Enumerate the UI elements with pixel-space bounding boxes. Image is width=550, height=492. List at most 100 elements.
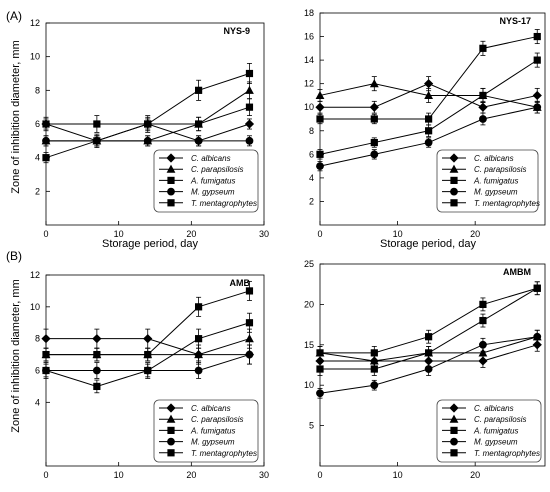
data-point	[532, 90, 542, 101]
data-point	[245, 319, 254, 327]
data-point	[93, 350, 101, 359]
legend-marker	[450, 176, 458, 184]
legend-entry: A. fumigatus	[473, 426, 518, 435]
x-tick-label: 0	[43, 229, 48, 239]
data-point	[425, 333, 433, 341]
legend-frame	[153, 399, 259, 463]
y-tick-label: 8	[35, 334, 40, 344]
data-point	[143, 136, 152, 145]
data-point	[144, 120, 152, 128]
y-tick-label: 2	[309, 196, 314, 206]
y-axis-title-a: Zone of inhibition diameter, mm	[10, 40, 22, 193]
x-tick-label: 30	[259, 470, 269, 480]
y-tick-label: 8	[35, 85, 40, 95]
legend-marker	[166, 403, 176, 413]
series-3	[42, 135, 254, 147]
data-point	[424, 365, 433, 373]
data-point	[369, 102, 379, 112]
data-point	[479, 115, 487, 123]
legend-entry: T. mentagrophytes	[474, 199, 540, 208]
legend-marker	[450, 199, 458, 207]
data-point	[425, 349, 433, 357]
data-point	[92, 334, 102, 344]
data-point	[195, 335, 203, 343]
data-point	[245, 85, 254, 94]
legend-marker	[167, 176, 175, 184]
y-tick-label: 4	[35, 397, 40, 407]
y-tick-label: 16	[304, 32, 314, 42]
data-point	[245, 69, 254, 78]
data-point	[316, 115, 324, 123]
data-point	[478, 102, 488, 112]
legend-marker	[449, 414, 459, 423]
data-point	[533, 284, 541, 292]
legend-entry: C. albicans	[474, 404, 514, 413]
series-4	[316, 29, 541, 126]
x-tick-label: 0	[43, 470, 48, 480]
legend: C. albicans C. parapsilosis A. fumigatus M.…	[436, 399, 542, 463]
data-point	[194, 349, 203, 359]
data-point	[479, 300, 487, 308]
legend-entry: A. fumigatus	[190, 176, 235, 185]
y-tick-label: 6	[309, 149, 314, 159]
legend-entry: C. albicans	[474, 154, 514, 163]
x-tick-label: 0	[317, 470, 322, 480]
legend-marker	[450, 449, 458, 457]
data-point	[315, 356, 325, 366]
chart-nys-17: 2 4 6 8 10 12 14 16 18 0 10 20 NYS-17 C. albicans C. p…	[304, 8, 546, 239]
data-point	[532, 340, 542, 350]
legend-entry: M. gypseum	[191, 438, 235, 447]
y-tick-label: 20	[304, 299, 314, 309]
legend-entry: M. gypseum	[191, 188, 235, 197]
legend-entry: C. parapsilosis	[191, 165, 243, 174]
data-point	[245, 136, 254, 145]
y-tick-label: 10	[30, 302, 40, 312]
x-tick-label: 30	[259, 229, 269, 239]
y-tick-label: 12	[30, 18, 40, 28]
data-point	[195, 303, 203, 311]
legend-marker	[450, 426, 458, 434]
panel-label-b: (B)	[6, 249, 22, 263]
data-point	[479, 44, 487, 52]
legend-entry: C. albicans	[191, 154, 231, 163]
y-tick-label: 12	[304, 79, 314, 89]
legend: C. albicans C. parapsilosis A. fumigatus M.…	[153, 399, 259, 463]
legend-frame	[436, 399, 542, 463]
legend-marker	[167, 187, 175, 196]
data-point	[479, 91, 487, 100]
legend: C. albicans C. parapsilosis A. fumigatus M.…	[436, 149, 540, 213]
legend-marker	[166, 153, 176, 163]
chart-title: AMBM	[503, 267, 531, 277]
data-point	[424, 138, 433, 147]
legend-marker	[167, 199, 175, 207]
legend-entry: C. parapsilosis	[191, 415, 243, 424]
legend-entry: C. parapsilosis	[474, 415, 526, 424]
legend-entry: M. gypseum	[474, 438, 518, 447]
y-tick-label: 10	[304, 380, 314, 390]
data-point	[315, 90, 325, 100]
data-point	[316, 150, 324, 158]
legend-marker	[450, 187, 458, 196]
data-point	[479, 340, 487, 349]
data-point	[533, 32, 541, 41]
data-point	[424, 356, 434, 366]
x-tick-label: 10	[114, 470, 124, 480]
data-point	[42, 366, 50, 375]
chart-amb: 4 6 8 10 12 0 10 20 30 AMB C. albicans C. parapsilo…	[30, 270, 269, 480]
data-point	[370, 138, 378, 147]
legend-marker	[449, 403, 459, 413]
data-point	[533, 332, 542, 341]
legend-marker	[450, 437, 458, 446]
x-axis-title-a-right: Storage period, day	[380, 238, 477, 250]
data-point	[194, 366, 203, 375]
y-tick-label: 4	[35, 153, 40, 163]
legend-entry: T. mentagrophytes	[191, 449, 257, 458]
x-tick-label: 0	[317, 229, 322, 239]
data-point	[244, 119, 255, 129]
y-tick-label: 18	[304, 8, 314, 18]
data-point	[533, 56, 541, 64]
data-point	[42, 120, 50, 128]
legend-frame	[153, 149, 259, 213]
legend-entry: C. parapsilosis	[474, 165, 526, 174]
x-tick-label: 20	[470, 470, 480, 480]
